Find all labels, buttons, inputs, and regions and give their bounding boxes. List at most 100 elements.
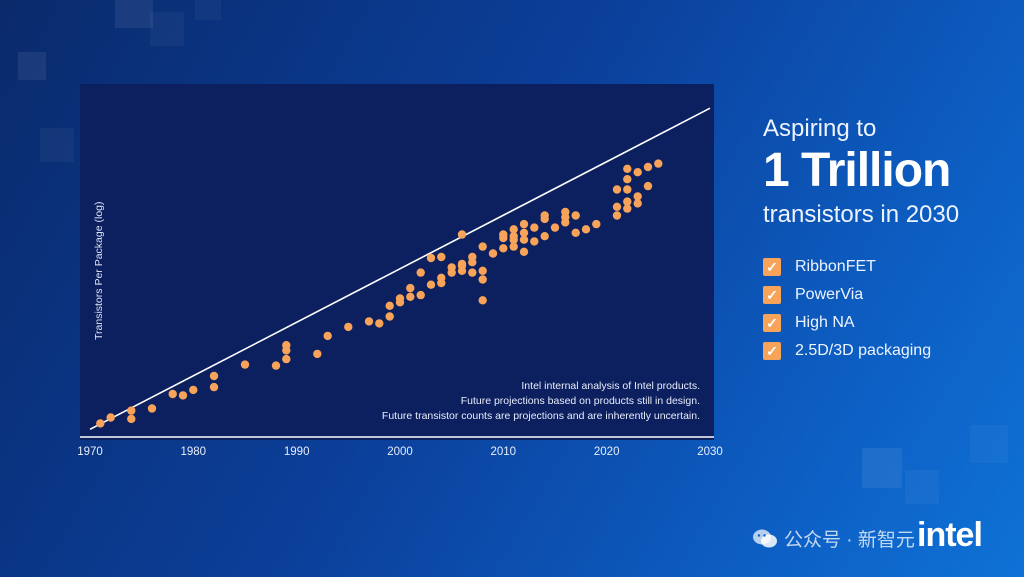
data-point [633,192,642,201]
data-point [323,331,332,341]
data-point [468,268,477,277]
chart-note-1: Intel internal analysis of Intel product… [521,380,700,392]
data-point [530,223,539,232]
data-point [457,230,467,239]
x-tick-label: 2000 [387,446,413,458]
data-point [406,292,415,301]
watermark: 公众号 · 新智元 [752,525,915,552]
chart-note-2: Future projections based on products sti… [460,395,700,407]
data-point [426,253,436,263]
x-tick-label: 2020 [593,446,620,458]
data-point [592,219,601,229]
data-point [437,252,446,262]
bg-square [970,425,1008,463]
data-point [519,235,529,244]
data-point [406,283,415,293]
data-point [385,301,394,310]
feature-item: ✓ 2.5D/3D packaging [763,337,1003,365]
data-point [364,317,374,326]
data-point [127,414,136,424]
data-point [571,228,580,237]
chart-note-3: Future transistor counts are projections… [381,410,700,422]
data-point [499,233,508,243]
data-point [106,413,115,422]
data-point [643,162,653,172]
data-point [147,404,157,413]
data-point [457,259,467,269]
subline: transistors in 2030 [763,201,960,228]
data-point [209,382,219,392]
data-point [623,164,632,173]
data-point [623,185,632,194]
data-point [509,242,518,251]
data-point [519,228,529,237]
data-point [499,244,508,253]
feature-item: ✓ PowerVia [763,281,1003,309]
data-point [581,225,591,234]
data-point [478,296,487,305]
data-point [612,202,622,211]
feature-item: ✓ RibbonFET [763,253,1003,281]
check-icon: ✓ [763,314,781,332]
data-point [209,371,219,381]
feature-list: ✓ RibbonFET ✓ PowerVia ✓ High NA ✓ 2.5D/… [763,253,1003,365]
check-icon: ✓ [763,342,781,360]
feature-label: PowerVia [795,286,864,303]
data-point [416,268,425,277]
x-tick-label: 2030 [697,446,723,458]
data-point [282,341,291,350]
x-tick-label: 2010 [490,446,517,458]
data-point [571,211,580,220]
data-point [623,197,632,206]
data-point [385,312,394,321]
data-point [623,204,632,213]
data-point [561,207,570,217]
feature-label: 2.5D/3D packaging [795,342,932,359]
bg-square [195,0,221,20]
data-point [344,322,353,332]
data-point [478,242,487,251]
data-point [426,280,436,289]
bg-square [862,448,902,488]
data-point [468,252,477,262]
data-point [509,232,518,241]
data-point [633,168,642,177]
bg-square [905,470,939,504]
data-point [530,237,539,246]
data-point [623,175,632,184]
data-point [540,232,549,241]
data-point [447,263,456,272]
bg-square [40,128,74,162]
data-point [612,185,622,194]
data-point [282,354,291,364]
check-icon: ✓ [763,258,781,276]
data-point [612,211,622,220]
feature-item: ✓ High NA [763,309,1003,337]
data-point [127,406,136,415]
data-point [168,389,177,399]
data-point [189,385,198,395]
data-point [633,199,642,208]
data-point [416,290,425,300]
chart-panel [80,84,714,440]
data-point [478,275,487,284]
data-point [509,225,518,234]
data-point [96,419,105,428]
y-axis-label: Transistors Per Package (log) [93,201,105,341]
data-point [654,159,663,168]
scatter-chart [80,107,714,438]
data-point [240,360,250,369]
data-point [550,223,560,232]
wechat-icon [752,528,778,550]
data-point [437,278,446,288]
trendline [89,107,711,431]
x-tick-label: 1980 [180,446,207,458]
data-point [519,219,529,229]
bg-square [150,12,184,46]
watermark-text: 公众号 · 新智元 [784,530,915,551]
data-point [519,247,529,256]
intel-logo: intel [917,516,983,554]
bg-square [18,52,46,80]
data-point [488,249,498,258]
aspire-text: Aspiring to [763,115,877,142]
